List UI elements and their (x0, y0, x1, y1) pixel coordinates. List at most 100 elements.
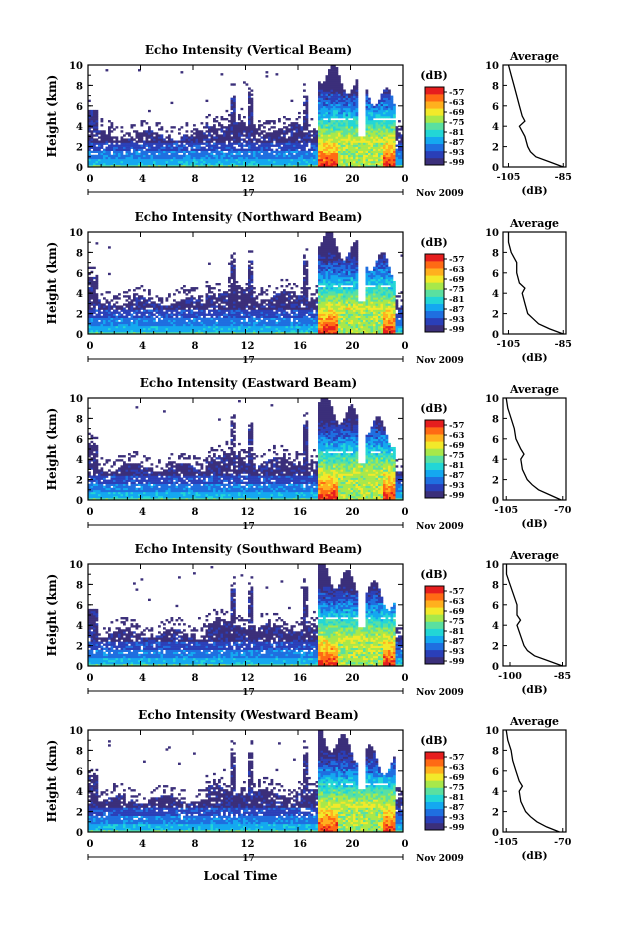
heatmap-cell (313, 325, 316, 329)
heatmap-cell (275, 287, 279, 290)
heatmap-cell (325, 301, 329, 304)
heatmap-cell (303, 278, 306, 282)
heatmap-cell (88, 138, 91, 141)
heatmap-cell (108, 164, 111, 168)
heatmap-cell (93, 266, 96, 270)
heatmap-cell (245, 158, 249, 162)
heatmap-cell (318, 297, 321, 300)
heatmap-cell (170, 152, 174, 156)
heatmap-cell (348, 162, 351, 166)
heatmap-cell (233, 317, 236, 321)
heatmap-cell (275, 301, 279, 304)
heatmap-cell (378, 152, 381, 156)
heatmap-cell (210, 297, 214, 300)
heatmap-cell (375, 156, 379, 160)
heatmap-cell (333, 85, 336, 88)
heatmap-cell (233, 270, 236, 274)
heatmap-cell (323, 140, 326, 143)
heatmap-cell (215, 162, 219, 166)
heatmap-cell (208, 301, 211, 304)
heatmap-cell (290, 148, 294, 151)
heatmap-cell (345, 162, 349, 166)
heatmap-cell (305, 260, 309, 263)
heatmap-cell (383, 134, 386, 137)
heatmap-cell (100, 140, 104, 143)
heatmap-cell (273, 319, 276, 323)
heatmap-cell (125, 323, 129, 327)
heatmap-cell (320, 266, 324, 270)
heatmap-cell (223, 311, 226, 314)
heatmap-cell (303, 164, 306, 168)
heatmap-cell (168, 146, 171, 149)
heatmap-cell (95, 323, 99, 327)
heatmap-cell (180, 313, 184, 316)
heatmap-cell (220, 323, 224, 327)
heatmap-cell (145, 156, 149, 160)
heatmap-cell (398, 120, 401, 123)
heatmap-cell (250, 303, 254, 306)
heatmap-cell (153, 162, 156, 166)
heatmap-cell (235, 134, 239, 137)
heatmap-cell (365, 130, 369, 133)
heatmap-cell (240, 122, 244, 125)
heatmap-cell (220, 134, 224, 137)
heatmap-cell (233, 111, 236, 115)
heatmap-cell (230, 111, 234, 115)
heatmap-cell (323, 122, 326, 125)
heatmap-cell (358, 152, 361, 156)
heatmap-cell (378, 144, 381, 147)
heatmap-cell (195, 146, 199, 149)
heatmap-cell (263, 331, 266, 335)
heatmap-cell (280, 148, 284, 151)
heatmap-cell (363, 148, 366, 151)
heatmap-cell (215, 160, 219, 164)
heatmap-cell (315, 317, 319, 321)
heatmap-cell (273, 138, 276, 141)
heatmap-cell (203, 142, 206, 145)
heatmap-cell (223, 329, 226, 333)
heatmap-cell (133, 158, 136, 162)
heatmap-cell (320, 319, 324, 323)
heatmap-cell (325, 152, 329, 156)
heatmap-cell (285, 331, 289, 335)
heatmap-cell (295, 146, 299, 149)
heatmap-cell (390, 105, 394, 109)
heatmap-cell (263, 144, 266, 147)
heatmap-cell (315, 152, 319, 156)
heatmap-cell (335, 126, 339, 129)
heatmap-cell (295, 126, 299, 129)
heatmap-cell (255, 128, 259, 131)
heatmap-cell (160, 164, 164, 168)
heatmap-cell (215, 128, 219, 131)
heatmap-cell (158, 144, 161, 147)
heatmap-cell (263, 313, 266, 316)
heatmap-cell (105, 160, 109, 164)
heatmap-cell (120, 331, 124, 335)
heatmap-cell (268, 329, 271, 333)
heatmap-cell (120, 154, 124, 158)
heatmap-cell (118, 158, 121, 162)
heatmap-cell (240, 301, 244, 304)
heatmap-cell (215, 283, 219, 286)
heatmap-cell (208, 126, 211, 129)
heatmap-cell (290, 142, 294, 145)
heatmap-cell (330, 124, 334, 127)
heatmap-cell (188, 140, 191, 143)
heatmap-cell (400, 154, 404, 158)
heatmap-cell (303, 287, 306, 290)
heatmap-cell (348, 101, 351, 105)
heatmap-cell (305, 116, 309, 119)
heatmap-cell (353, 156, 356, 160)
heatmap-cell (175, 289, 179, 292)
heatmap-cell (143, 329, 146, 333)
heatmap-cell (288, 301, 291, 304)
heatmap-cell (300, 148, 304, 151)
heatmap-cell (295, 128, 299, 131)
heatmap-cell (163, 315, 166, 318)
heatmap-cell (335, 93, 339, 96)
heatmap-cell (88, 278, 91, 282)
heatmap-cell (308, 305, 311, 308)
heatmap-cell (108, 138, 111, 141)
heatmap-cell (263, 136, 266, 139)
heatmap-cell (280, 307, 284, 310)
